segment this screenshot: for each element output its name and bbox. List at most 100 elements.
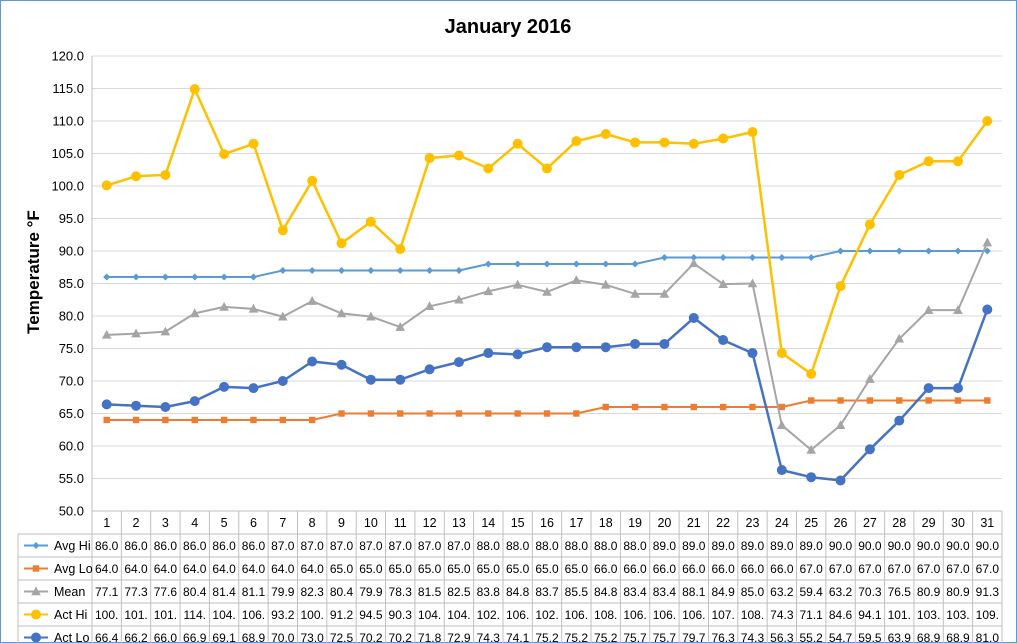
data-point (806, 444, 816, 454)
y-tick-label: 65.0 (59, 406, 84, 421)
data-point (250, 416, 257, 424)
data-label: 63.2 (770, 585, 794, 599)
data-point (220, 273, 228, 281)
data-label: 89.0 (711, 539, 735, 553)
data-point (189, 84, 200, 95)
data-point (101, 399, 112, 410)
x-tick-label: 27 (863, 516, 877, 530)
data-point (219, 381, 230, 392)
data-label: 87.0 (389, 539, 413, 553)
data-label: 114. (184, 608, 206, 622)
data-point (395, 322, 406, 331)
data-point (807, 254, 815, 261)
data-point (688, 312, 699, 323)
data-point (248, 383, 259, 394)
data-point (307, 296, 317, 305)
series-line (106, 309, 989, 482)
data-point (984, 397, 991, 404)
data-point (923, 383, 934, 394)
data-label: 66.2 (124, 631, 148, 643)
data-point (307, 356, 318, 367)
y-tick-label: 80.0 (59, 309, 84, 324)
data-point (864, 219, 875, 230)
data-point (308, 267, 316, 274)
data-point (894, 169, 905, 180)
x-tick-label: 10 (364, 516, 378, 530)
data-label: 81.0 (976, 631, 1000, 643)
data-point (512, 138, 523, 149)
legend-label: Act Lo (54, 631, 89, 643)
data-label: 109. (976, 608, 999, 622)
y-tick-label: 85.0 (59, 276, 84, 291)
x-tick-label: 30 (951, 516, 965, 530)
data-label: 101. (154, 608, 177, 622)
data-point (982, 304, 993, 315)
data-label: 83.8 (477, 585, 501, 599)
data-label: 86.0 (124, 539, 148, 553)
data-label: 65.0 (330, 562, 354, 576)
x-tick-label: 20 (657, 516, 671, 530)
data-point (483, 286, 494, 296)
data-point (132, 273, 140, 281)
data-point (220, 416, 228, 424)
data-point (455, 410, 463, 417)
data-label: 74.3 (477, 631, 501, 643)
data-label: 102. (477, 608, 500, 622)
data-label: 87.0 (271, 539, 295, 553)
data-point (514, 260, 522, 268)
data-point (866, 397, 874, 404)
data-label: 108. (741, 608, 764, 622)
data-point (660, 254, 668, 261)
data-point (248, 303, 259, 313)
data-label: 65.0 (535, 562, 559, 576)
y-tick-label: 55.0 (59, 471, 84, 486)
data-point (160, 326, 171, 336)
data-point (424, 153, 435, 164)
data-point (864, 444, 875, 455)
series-lines (101, 84, 993, 486)
data-point (982, 116, 993, 126)
data-label: 89.0 (800, 539, 824, 553)
data-label: 87.0 (447, 539, 471, 553)
data-point (160, 169, 171, 180)
data-point (336, 308, 347, 318)
data-point (631, 260, 639, 268)
data-point (573, 410, 580, 417)
data-point (571, 275, 582, 285)
data-point (718, 133, 729, 144)
data-label: 72.9 (447, 631, 471, 643)
data-label: 54.7 (829, 631, 853, 643)
data-point (542, 286, 552, 296)
data-label: 64.0 (183, 562, 207, 576)
x-tick-label: 25 (804, 516, 818, 530)
data-label: 80.4 (330, 585, 354, 599)
data-point (895, 247, 903, 255)
data-label: 66.0 (623, 562, 647, 576)
data-label: 75.2 (535, 631, 559, 643)
data-point (336, 238, 347, 249)
data-label: 76.5 (888, 585, 912, 599)
data-label: 65.0 (389, 562, 413, 576)
data-label: 64.0 (124, 562, 148, 576)
x-tick-label: 11 (394, 516, 407, 530)
data-label: 106. (242, 608, 265, 622)
data-label: 72.5 (330, 631, 354, 643)
data-point (395, 374, 406, 385)
data-point (453, 357, 464, 368)
data-point (424, 364, 435, 375)
data-point (131, 328, 141, 338)
x-tick-label: 29 (922, 516, 936, 530)
data-point (600, 342, 611, 353)
data-label: 106. (653, 608, 676, 622)
data-label: 86.0 (242, 539, 266, 553)
data-label: 90.0 (946, 539, 970, 553)
data-label: 107. (711, 608, 734, 622)
data-label: 75.7 (623, 631, 647, 643)
data-point (778, 254, 786, 261)
data-label: 83.4 (623, 585, 647, 599)
data-label: 64.0 (242, 562, 266, 576)
data-point (718, 279, 728, 288)
data-point (279, 267, 287, 274)
